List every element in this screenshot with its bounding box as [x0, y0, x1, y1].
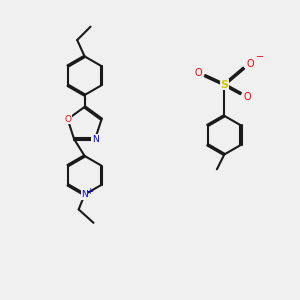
Text: −: − — [256, 52, 264, 62]
Text: O: O — [246, 59, 254, 69]
Text: S: S — [220, 80, 228, 90]
Text: O: O — [195, 68, 202, 78]
Text: N: N — [92, 135, 98, 144]
Text: +: + — [86, 187, 93, 196]
Text: N: N — [81, 190, 88, 199]
Text: O: O — [64, 115, 71, 124]
Text: O: O — [243, 92, 251, 101]
